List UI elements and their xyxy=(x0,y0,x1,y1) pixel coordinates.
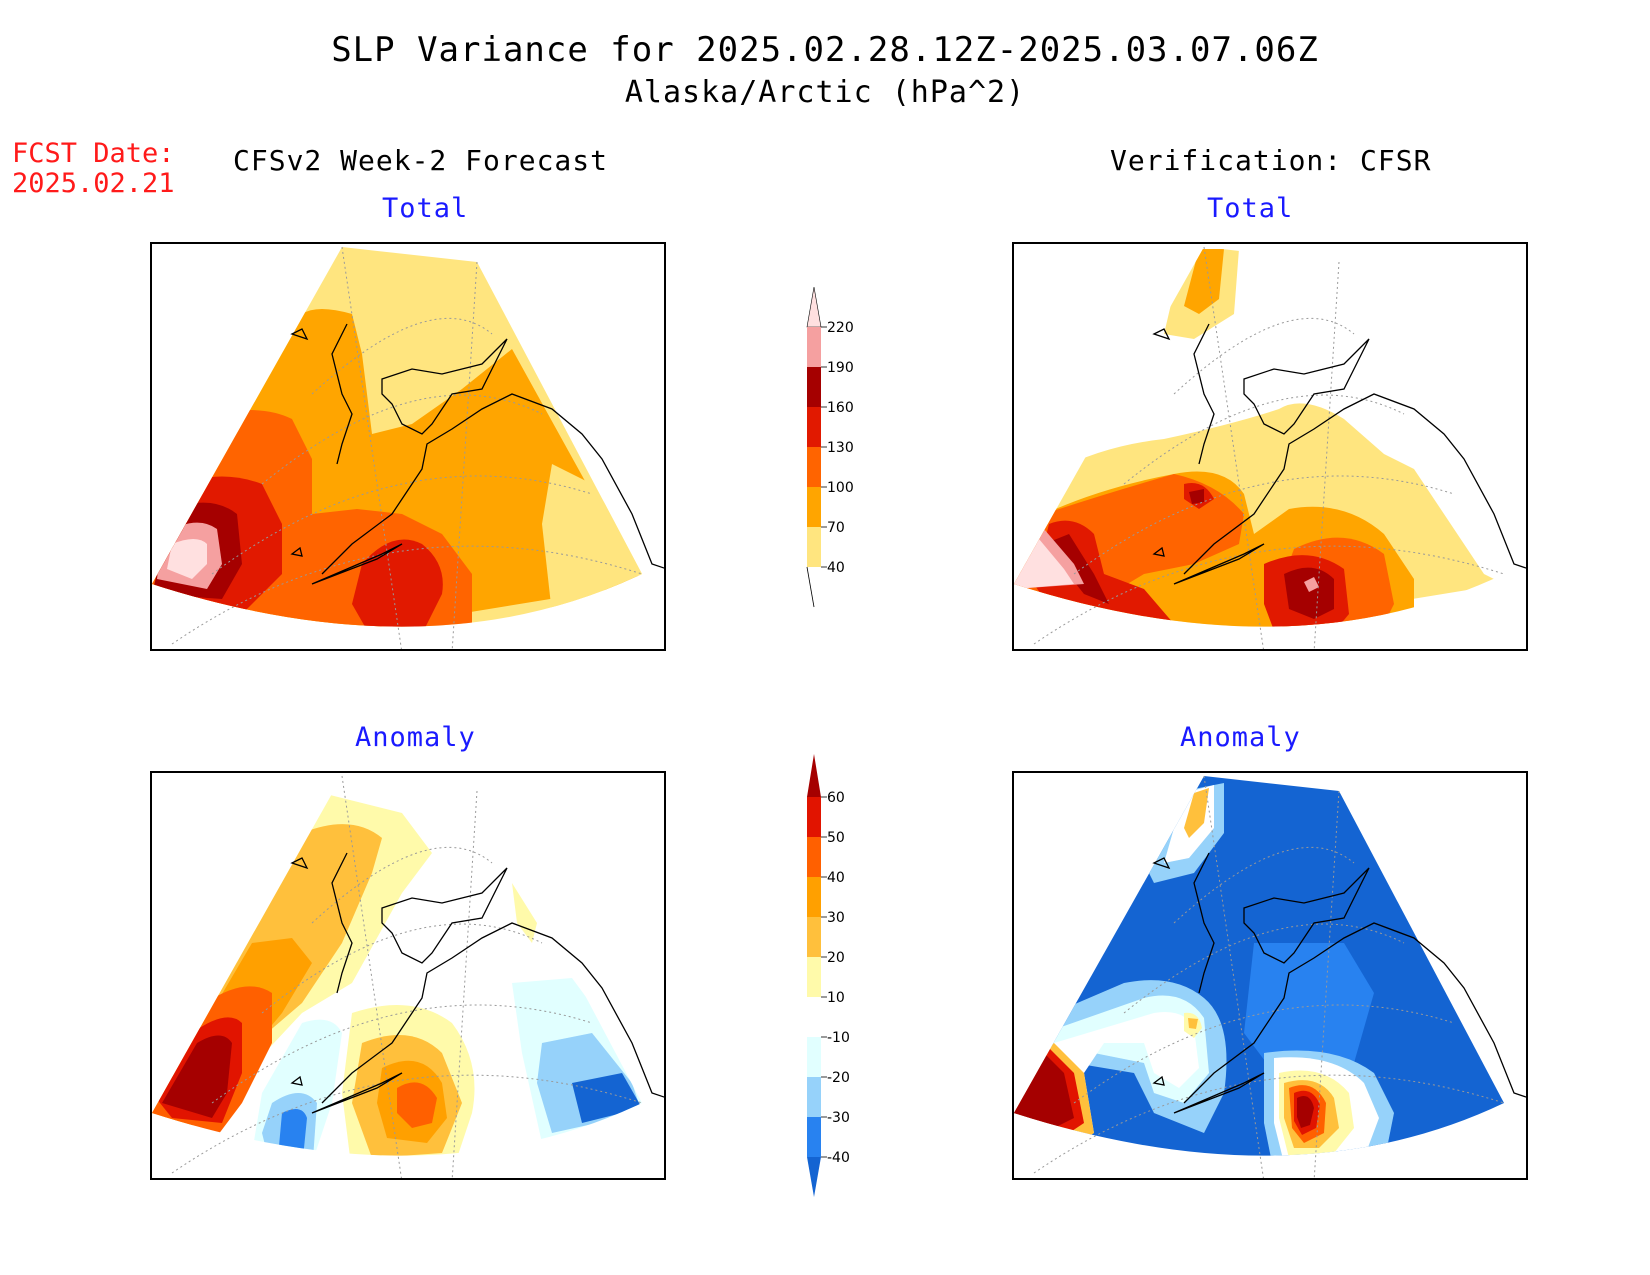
colorbar-top-triangle xyxy=(806,286,822,328)
colorbar-tick-label: 20 xyxy=(827,950,845,966)
colorbar-tick-label: 220 xyxy=(827,320,854,336)
colorbar-tick-label: 100 xyxy=(827,480,854,496)
colorbar-tick-label: 40 xyxy=(827,560,845,576)
shade-220 xyxy=(167,539,207,579)
colorbar-tick-label: 70 xyxy=(827,520,845,536)
colorbar-tick-label: 40 xyxy=(827,870,845,886)
total-colorbar: 40 70 100 130 160 190 220 xyxy=(806,286,854,608)
shade-130-160 xyxy=(352,539,443,627)
colorbar-box xyxy=(807,1077,821,1117)
colorbar-tick-label: -10 xyxy=(827,1030,850,1046)
colorbar-bottom-triangle xyxy=(807,1157,821,1197)
coastline xyxy=(290,852,664,1114)
graticule xyxy=(171,775,643,1178)
colorbar-box xyxy=(807,527,821,567)
colorbar-tick-label: 160 xyxy=(827,400,854,416)
colorbar-tick-label: 130 xyxy=(827,440,854,456)
fcst-date-label: FCST Date: xyxy=(12,138,175,169)
colorbar-box xyxy=(807,327,821,367)
verification-total-map xyxy=(1012,242,1528,651)
colorbar-tick-label: 10 xyxy=(827,990,845,1006)
forecast-column-header: CFSv2 Week-2 Forecast xyxy=(233,144,609,177)
colorbar-box xyxy=(807,367,821,407)
colorbar-box xyxy=(807,407,821,447)
colorbar-tick-label: 50 xyxy=(827,830,845,846)
verification-total-title: Total xyxy=(1207,193,1294,224)
shade-190-220 xyxy=(1304,577,1319,592)
colorbar-tick-label: 190 xyxy=(827,360,854,376)
figure-subtitle: Alaska/Arctic (hPa^2) xyxy=(624,75,1026,110)
colorbar-box xyxy=(807,917,821,957)
coastline xyxy=(1152,852,1526,1114)
shade-20-30 xyxy=(1184,788,1209,838)
colorbar-box xyxy=(807,877,821,917)
shade-70-100 xyxy=(1184,249,1224,314)
verification-column-header: Verification: CFSR xyxy=(1110,144,1432,177)
colorbar-box xyxy=(807,447,821,487)
colorbar-tick-label: 60 xyxy=(827,790,845,806)
shade-160-190 xyxy=(1284,567,1334,619)
colorbar-tick-label: 30 xyxy=(827,910,845,926)
shade-neg30-neg40 xyxy=(1244,943,1374,1073)
shade-20-30 xyxy=(1188,1018,1198,1029)
shade-60 xyxy=(1297,1095,1314,1128)
colorbar-box xyxy=(807,837,821,877)
forecast-total-map xyxy=(150,242,666,651)
colorbar-bottom-triangle xyxy=(806,566,815,608)
anomaly-colorbar: -40 -30 -20 -10 10 20 30 40 50 60 xyxy=(807,754,850,1197)
figure-title: SLP Variance for 2025.02.28.12Z-2025.03.… xyxy=(331,30,1319,70)
verification-anomaly-map xyxy=(1012,771,1528,1180)
colorbar-top-triangle xyxy=(807,754,821,797)
colorbar-box xyxy=(807,997,821,1037)
colorbar-box xyxy=(807,1117,821,1157)
fcst-date-value: 2025.02.21 xyxy=(12,168,175,199)
forecast-anomaly-map xyxy=(150,771,666,1180)
shade-neg40 xyxy=(572,1073,642,1123)
coastline xyxy=(290,323,664,585)
shade-10-20 xyxy=(512,883,537,943)
graticule xyxy=(171,246,643,649)
colorbar-box xyxy=(807,797,821,837)
colorbar-box xyxy=(807,1037,821,1077)
forecast-anomaly-title: Anomaly xyxy=(355,722,476,753)
colorbar-tick-label: -30 xyxy=(827,1110,850,1126)
graticule xyxy=(1033,775,1505,1178)
shade-40-50 xyxy=(397,1082,437,1128)
verification-anomaly-title: Anomaly xyxy=(1180,722,1301,753)
colorbar-box xyxy=(807,487,821,527)
forecast-total-title: Total xyxy=(382,193,469,224)
shade-160-190 xyxy=(1189,489,1204,504)
graticule xyxy=(1033,246,1505,649)
colorbar-tick-label: -20 xyxy=(827,1070,850,1086)
colorbar-box xyxy=(807,957,821,997)
shade-40-70 xyxy=(542,464,642,614)
colorbar-tick-label: -40 xyxy=(827,1150,850,1166)
shade-60 xyxy=(162,1035,232,1118)
coastline xyxy=(1152,323,1526,585)
